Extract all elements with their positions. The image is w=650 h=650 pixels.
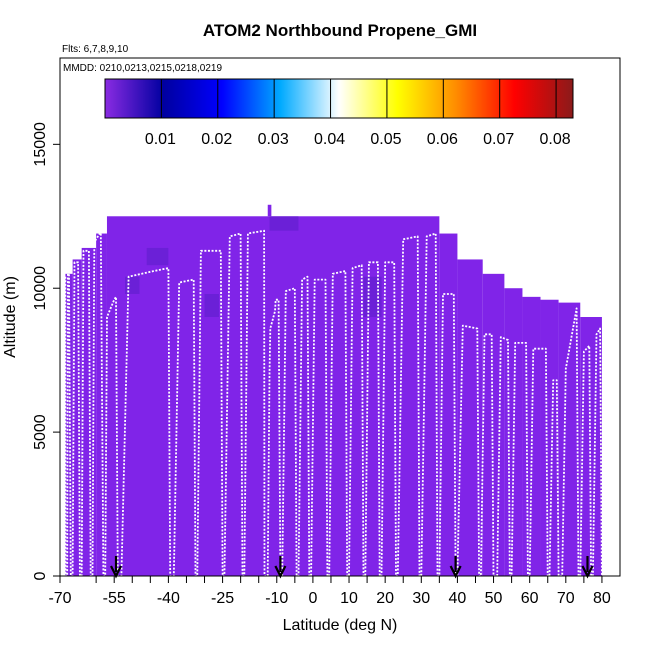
field-dark-patch: [146, 247, 169, 266]
x-tick-label: 50: [485, 590, 503, 607]
colorbar-tick-label: 0.02: [201, 131, 232, 148]
y-tick-label: 15000: [32, 122, 49, 167]
field-block: [482, 273, 505, 576]
x-tick-label: -70: [48, 590, 71, 607]
colorbar-gradient: [104, 78, 574, 119]
colorbar-tick-label: 0.05: [370, 131, 401, 148]
x-tick-label: 0: [308, 590, 317, 607]
field-block: [540, 299, 559, 576]
x-tick-label: -55: [103, 590, 126, 607]
field-dark-patch: [204, 293, 219, 317]
field-block: [81, 247, 97, 576]
field-block: [457, 259, 483, 576]
field-block: [558, 302, 581, 576]
flights-label: Flts: 6,7,8,9,10: [62, 44, 129, 55]
field-dark-patch: [125, 276, 140, 294]
colorbar-tick-label: 0.04: [314, 131, 345, 148]
colorbar-tick-label: 0.08: [540, 131, 571, 148]
x-tick-label: 10: [340, 590, 358, 607]
x-axis-label: Latitude (deg N): [283, 617, 398, 634]
chart-title: ATOM2 Northbound Propene_GMI: [203, 21, 477, 40]
concentration-field: [65, 204, 602, 576]
x-tick-label: -25: [211, 590, 234, 607]
x-tick-label: 60: [521, 590, 539, 607]
x-axis: -70 -55 -40 -25 -10 0 10 20 30 40 50 60 70 80: [48, 575, 611, 607]
field-block: [65, 273, 73, 576]
colorbar-tick-label: 0.03: [258, 131, 289, 148]
dates-label: MMDD: 0210,0213,0215,0218,0219: [63, 63, 222, 74]
y-tick-label: 0: [32, 571, 49, 580]
x-tick-label: 20: [376, 590, 394, 607]
x-tick-label: 80: [593, 590, 611, 607]
colorbar-ticks: 0.01 0.02 0.03 0.04 0.05 0.06 0.07 0.08: [145, 79, 571, 148]
y-tick-label: 10000: [32, 266, 49, 311]
colorbar-tick-label: 0.01: [145, 131, 176, 148]
x-tick-label: 70: [557, 590, 575, 607]
field-block: [72, 259, 82, 576]
field-block: [439, 233, 458, 576]
y-axis-label: Altitude (m): [2, 276, 19, 358]
field-block: [267, 204, 272, 217]
x-tick-label: -40: [157, 590, 180, 607]
y-tick-label: 5000: [32, 414, 49, 450]
colorbar-tick-label: 0.06: [427, 131, 458, 148]
x-tick-label: 40: [449, 590, 467, 607]
x-tick-label: -10: [265, 590, 288, 607]
colorbar-tick-label: 0.07: [483, 131, 514, 148]
x-tick-label: 30: [412, 590, 430, 607]
colorbar: 0.01 0.02 0.03 0.04 0.05 0.06 0.07 0.08: [104, 78, 574, 148]
field-dark-patch: [269, 216, 299, 231]
y-axis: 0 5000 10000 15000: [32, 122, 61, 580]
